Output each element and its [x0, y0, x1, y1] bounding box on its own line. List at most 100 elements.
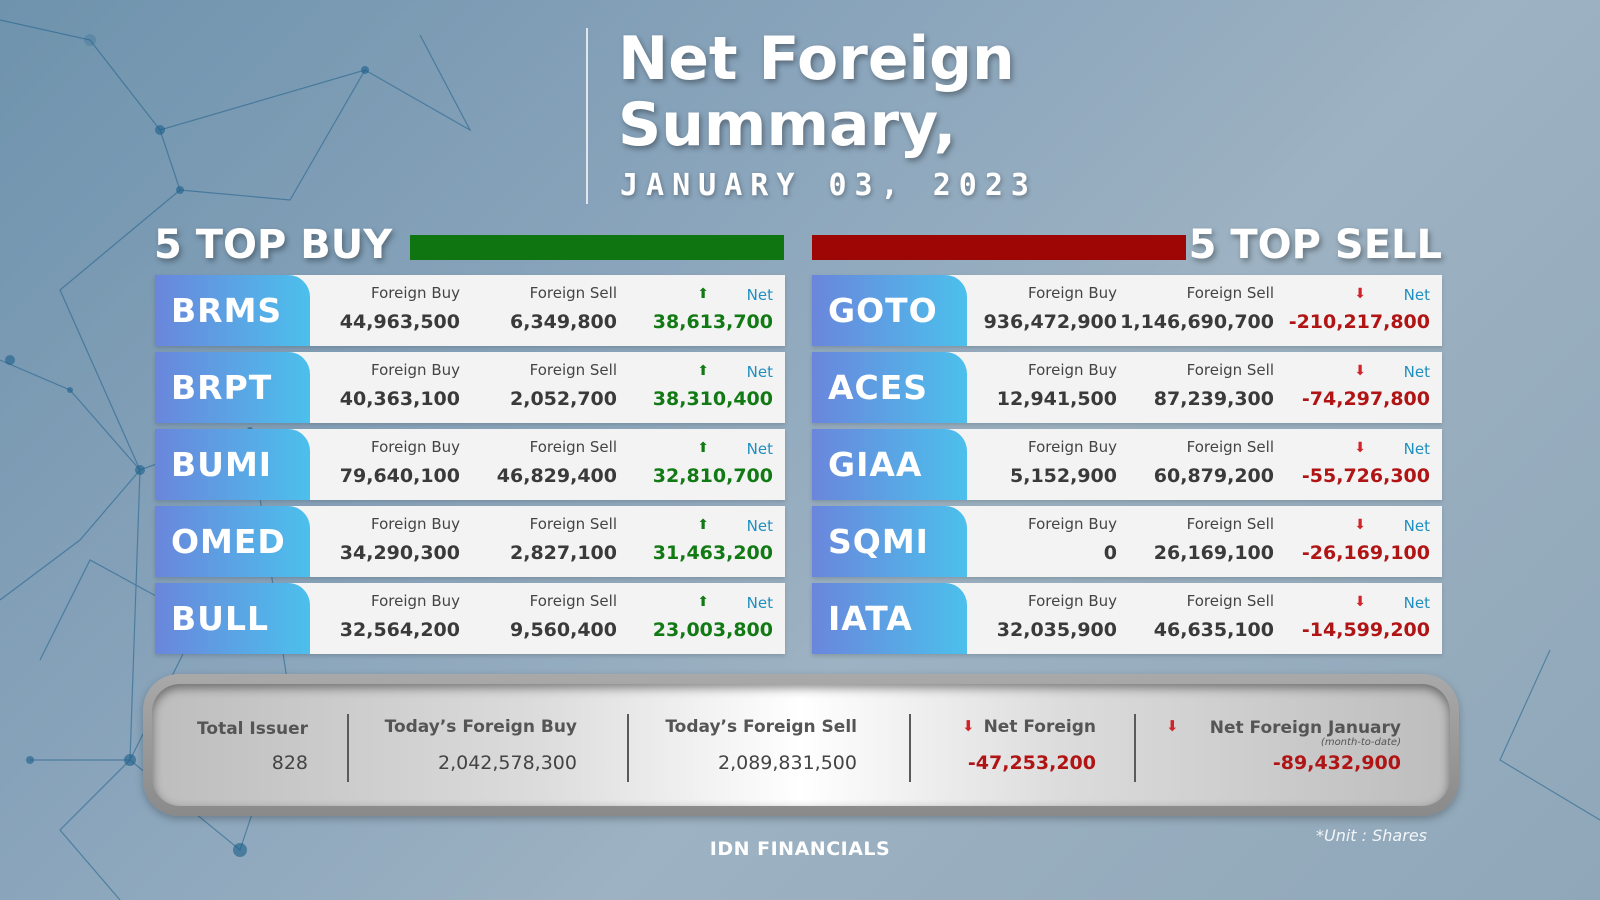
foreign-buy-value: 34,290,300 — [339, 542, 460, 564]
foreign-buy-label: Foreign Buy — [1028, 361, 1117, 379]
foreign-sell-value: 2,052,700 — [510, 388, 617, 410]
foreign-buy-value: 44,963,500 — [339, 311, 460, 333]
top-sell-list: GOTO Foreign Buy 936,472,900 Foreign Sell… — [812, 275, 1442, 660]
sell-row: IATA Foreign Buy 32,035,900 Foreign Sell 4… — [812, 583, 1442, 654]
net-label: Net — [1403, 286, 1430, 304]
foreign-sell-label: Foreign Sell — [529, 361, 617, 379]
foreign-sell-cell: Foreign Sell 46,829,400 — [475, 429, 617, 500]
foreign-buy-cell: Foreign Buy 79,640,100 — [320, 429, 460, 500]
todays-foreign-sell-label: Today’s Foreign Sell — [665, 717, 857, 737]
net-value: -26,169,100 — [1301, 542, 1430, 564]
foreign-buy-cell: Foreign Buy 44,963,500 — [320, 275, 460, 346]
net-label: Net — [1403, 517, 1430, 535]
foreign-sell-label: Foreign Sell — [529, 592, 617, 610]
foreign-buy-label: Foreign Buy — [371, 438, 460, 456]
top-buy-title: 5 TOP BUY — [154, 222, 393, 268]
foreign-buy-value: 32,035,900 — [996, 619, 1117, 641]
foreign-sell-value: 87,239,300 — [1153, 388, 1274, 410]
foreign-sell-value: 26,169,100 — [1153, 542, 1274, 564]
foreign-sell-value: 2,827,100 — [510, 542, 617, 564]
todays-foreign-buy-value: 2,042,578,300 — [437, 752, 577, 774]
foreign-sell-value: 46,635,100 — [1153, 619, 1274, 641]
net-cell: ⬆ Net 38,310,400 — [625, 352, 773, 423]
foreign-sell-cell: Foreign Sell 60,879,200 — [1132, 429, 1274, 500]
ticker-label: SQMI — [812, 506, 967, 577]
arrow-up-icon: ⬆ — [697, 440, 709, 456]
brand-logo: IDN FINANCIALS — [709, 838, 891, 860]
foreign-buy-cell: Foreign Buy 34,290,300 — [320, 506, 460, 577]
foreign-buy-label: Foreign Buy — [1028, 438, 1117, 456]
sell-row: SQMI Foreign Buy 0 Foreign Sell 26,169,100… — [812, 506, 1442, 577]
net-label: Net — [1403, 594, 1430, 612]
net-label: Net — [746, 594, 773, 612]
foreign-buy-value: 79,640,100 — [339, 465, 460, 487]
foreign-sell-value: 1,146,690,700 — [1120, 311, 1274, 333]
arrow-up-icon: ⬆ — [697, 517, 709, 533]
net-foreign-january-value: -89,432,900 — [1272, 752, 1401, 774]
foreign-buy-value: 40,363,100 — [339, 388, 460, 410]
net-label: Net — [746, 517, 773, 535]
foreign-buy-cell: Foreign Buy 0 — [977, 506, 1117, 577]
arrow-up-icon: ⬆ — [697, 286, 709, 302]
arrow-up-icon: ⬆ — [697, 363, 709, 379]
foreign-sell-cell: Foreign Sell 1,146,690,700 — [1120, 275, 1274, 346]
sell-row: ACES Foreign Buy 12,941,500 Foreign Sell 8… — [812, 352, 1442, 423]
net-label: Net — [746, 286, 773, 304]
foreign-buy-label: Foreign Buy — [371, 592, 460, 610]
foreign-sell-cell: Foreign Sell 2,052,700 — [475, 352, 617, 423]
net-cell: ⬇ Net -55,726,300 — [1282, 429, 1430, 500]
foreign-buy-label: Foreign Buy — [371, 515, 460, 533]
sell-row: GOTO Foreign Buy 936,472,900 Foreign Sell… — [812, 275, 1442, 346]
summary-divider — [347, 714, 349, 782]
net-foreign-label: Net Foreign — [983, 717, 1096, 737]
foreign-buy-cell: Foreign Buy 32,564,200 — [320, 583, 460, 654]
total-issuer-value: 828 — [271, 752, 308, 774]
foreign-sell-cell: Foreign Sell 2,827,100 — [475, 506, 617, 577]
buy-row: BUMI Foreign Buy 79,640,100 Foreign Sell 4… — [155, 429, 785, 500]
foreign-buy-label: Foreign Buy — [1028, 592, 1117, 610]
total-issuer-label: Total Issuer — [197, 719, 308, 739]
net-value: 23,003,800 — [652, 619, 773, 641]
foreign-buy-label: Foreign Buy — [1028, 515, 1117, 533]
net-cell: ⬆ Net 31,463,200 — [625, 506, 773, 577]
net-value: 31,463,200 — [652, 542, 773, 564]
top-sell-bar — [812, 235, 1186, 260]
ticker-label: IATA — [812, 583, 967, 654]
buy-row: BULL Foreign Buy 32,564,200 Foreign Sell 9… — [155, 583, 785, 654]
page-title: Net Foreign Summary, — [618, 26, 1138, 158]
foreign-sell-value: 60,879,200 — [1153, 465, 1274, 487]
net-value: 38,613,700 — [652, 311, 773, 333]
net-value: 32,810,700 — [652, 465, 773, 487]
net-foreign-january-label: Net Foreign January — [1209, 718, 1401, 738]
ticker-label: BULL — [155, 583, 310, 654]
foreign-sell-label: Foreign Sell — [529, 284, 617, 302]
foreign-buy-label: Foreign Buy — [1028, 284, 1117, 302]
month-to-date-note: (month-to-date) — [1320, 737, 1401, 748]
foreign-sell-label: Foreign Sell — [1186, 361, 1274, 379]
foreign-sell-cell: Foreign Sell 26,169,100 — [1132, 506, 1274, 577]
title-line-1: Net Foreign — [618, 24, 1015, 94]
ticker-label: BUMI — [155, 429, 310, 500]
foreign-buy-value: 32,564,200 — [339, 619, 460, 641]
title-line-2: Summary, — [618, 90, 957, 160]
foreign-sell-label: Foreign Sell — [1186, 284, 1274, 302]
arrow-down-icon: ⬇ — [1354, 517, 1366, 533]
net-cell: ⬇ Net -14,599,200 — [1282, 583, 1430, 654]
summary-divider — [1134, 714, 1136, 782]
foreign-sell-value: 9,560,400 — [510, 619, 617, 641]
todays-foreign-buy-label: Today’s Foreign Buy — [384, 717, 577, 737]
net-label: Net — [746, 440, 773, 458]
net-cell: ⬆ Net 38,613,700 — [625, 275, 773, 346]
arrow-down-icon: ⬇ — [1354, 440, 1366, 456]
ticker-label: BRMS — [155, 275, 310, 346]
net-value: -14,599,200 — [1301, 619, 1430, 641]
net-cell: ⬆ Net 32,810,700 — [625, 429, 773, 500]
foreign-buy-cell: Foreign Buy 5,152,900 — [977, 429, 1117, 500]
ticker-label: ACES — [812, 352, 967, 423]
net-value: 38,310,400 — [652, 388, 773, 410]
buy-row: BRPT Foreign Buy 40,363,100 Foreign Sell 2… — [155, 352, 785, 423]
foreign-buy-cell: Foreign Buy 936,472,900 — [977, 275, 1117, 346]
net-value: -55,726,300 — [1301, 465, 1430, 487]
foreign-buy-label: Foreign Buy — [371, 284, 460, 302]
arrow-down-icon: ⬇ — [1354, 286, 1366, 302]
